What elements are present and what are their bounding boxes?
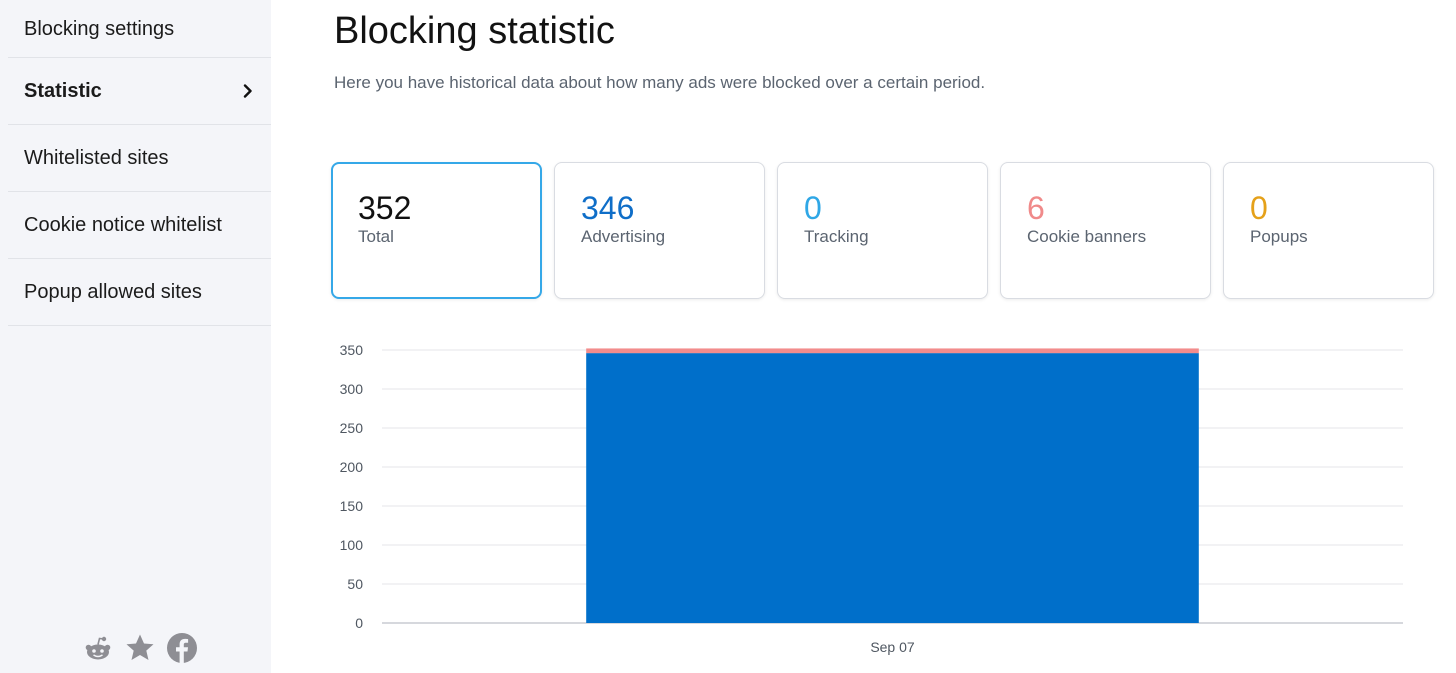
chevron-right-icon [243, 84, 252, 98]
facebook-icon[interactable] [166, 632, 198, 664]
stat-value: 0 [804, 190, 822, 226]
stat-card-cookie-banners[interactable]: 6 Cookie banners [1000, 162, 1211, 299]
sidebar-item-statistic[interactable]: Statistic [8, 58, 271, 125]
reddit-icon[interactable] [82, 632, 114, 664]
blocking-chart: 0 50 100 150 200 250 300 350 Sep 07 [340, 342, 1403, 655]
sidebar: Blocking settings Statistic Whitelisted … [0, 0, 271, 673]
stat-card-popups[interactable]: 0 Popups [1223, 162, 1434, 299]
sidebar-item-popup-allowed-sites[interactable]: Popup allowed sites [8, 259, 271, 326]
y-tick-label: 250 [340, 420, 364, 436]
stat-card-tracking[interactable]: 0 Tracking [777, 162, 988, 299]
stat-label: Total [358, 227, 394, 246]
star-icon[interactable] [124, 632, 156, 664]
stat-value: 346 [581, 190, 635, 226]
bar-segment-1 [586, 348, 1199, 354]
sidebar-item-label: Cookie notice whitelist [24, 213, 222, 236]
sidebar-item-label: Statistic [24, 79, 102, 102]
y-tick-label: 100 [340, 537, 364, 553]
stat-label: Tracking [804, 227, 869, 246]
y-tick-label: 150 [340, 498, 364, 514]
stat-card-advertising[interactable]: 346 Advertising [554, 162, 765, 299]
stat-label: Popups [1250, 227, 1308, 246]
sidebar-item-label: Whitelisted sites [24, 146, 169, 169]
sidebar-item-whitelisted-sites[interactable]: Whitelisted sites [8, 125, 271, 192]
stat-label: Cookie banners [1027, 227, 1147, 246]
sidebar-item-label: Popup allowed sites [24, 280, 202, 303]
stat-value: 352 [358, 190, 412, 226]
stat-value: 0 [1250, 190, 1268, 226]
page-title: Blocking statistic [334, 10, 615, 52]
stat-label: Advertising [581, 227, 666, 246]
y-tick-label: 0 [355, 615, 363, 631]
y-tick-label: 350 [340, 342, 364, 358]
sidebar-item-label: Blocking settings [24, 18, 175, 40]
page-subtitle: Here you have historical data about how … [334, 73, 986, 92]
y-tick-label: 300 [340, 381, 364, 397]
x-tick-label: Sep 07 [870, 639, 915, 655]
y-tick-label: 200 [340, 459, 364, 475]
sidebar-item-blocking-settings[interactable]: Blocking settings [8, 0, 271, 58]
stat-cards: 352 Total 346 Advertising 0 Tracking 6 C… [331, 162, 1434, 299]
social-links [82, 632, 198, 664]
stat-value: 6 [1027, 190, 1045, 226]
sidebar-item-cookie-notice-whitelist[interactable]: Cookie notice whitelist [8, 192, 271, 259]
y-tick-label: 50 [347, 576, 363, 592]
bar-segment-0 [586, 353, 1199, 623]
stat-card-total[interactable]: 352 Total [331, 162, 542, 299]
sidebar-nav: Blocking settings Statistic Whitelisted … [8, 0, 271, 326]
